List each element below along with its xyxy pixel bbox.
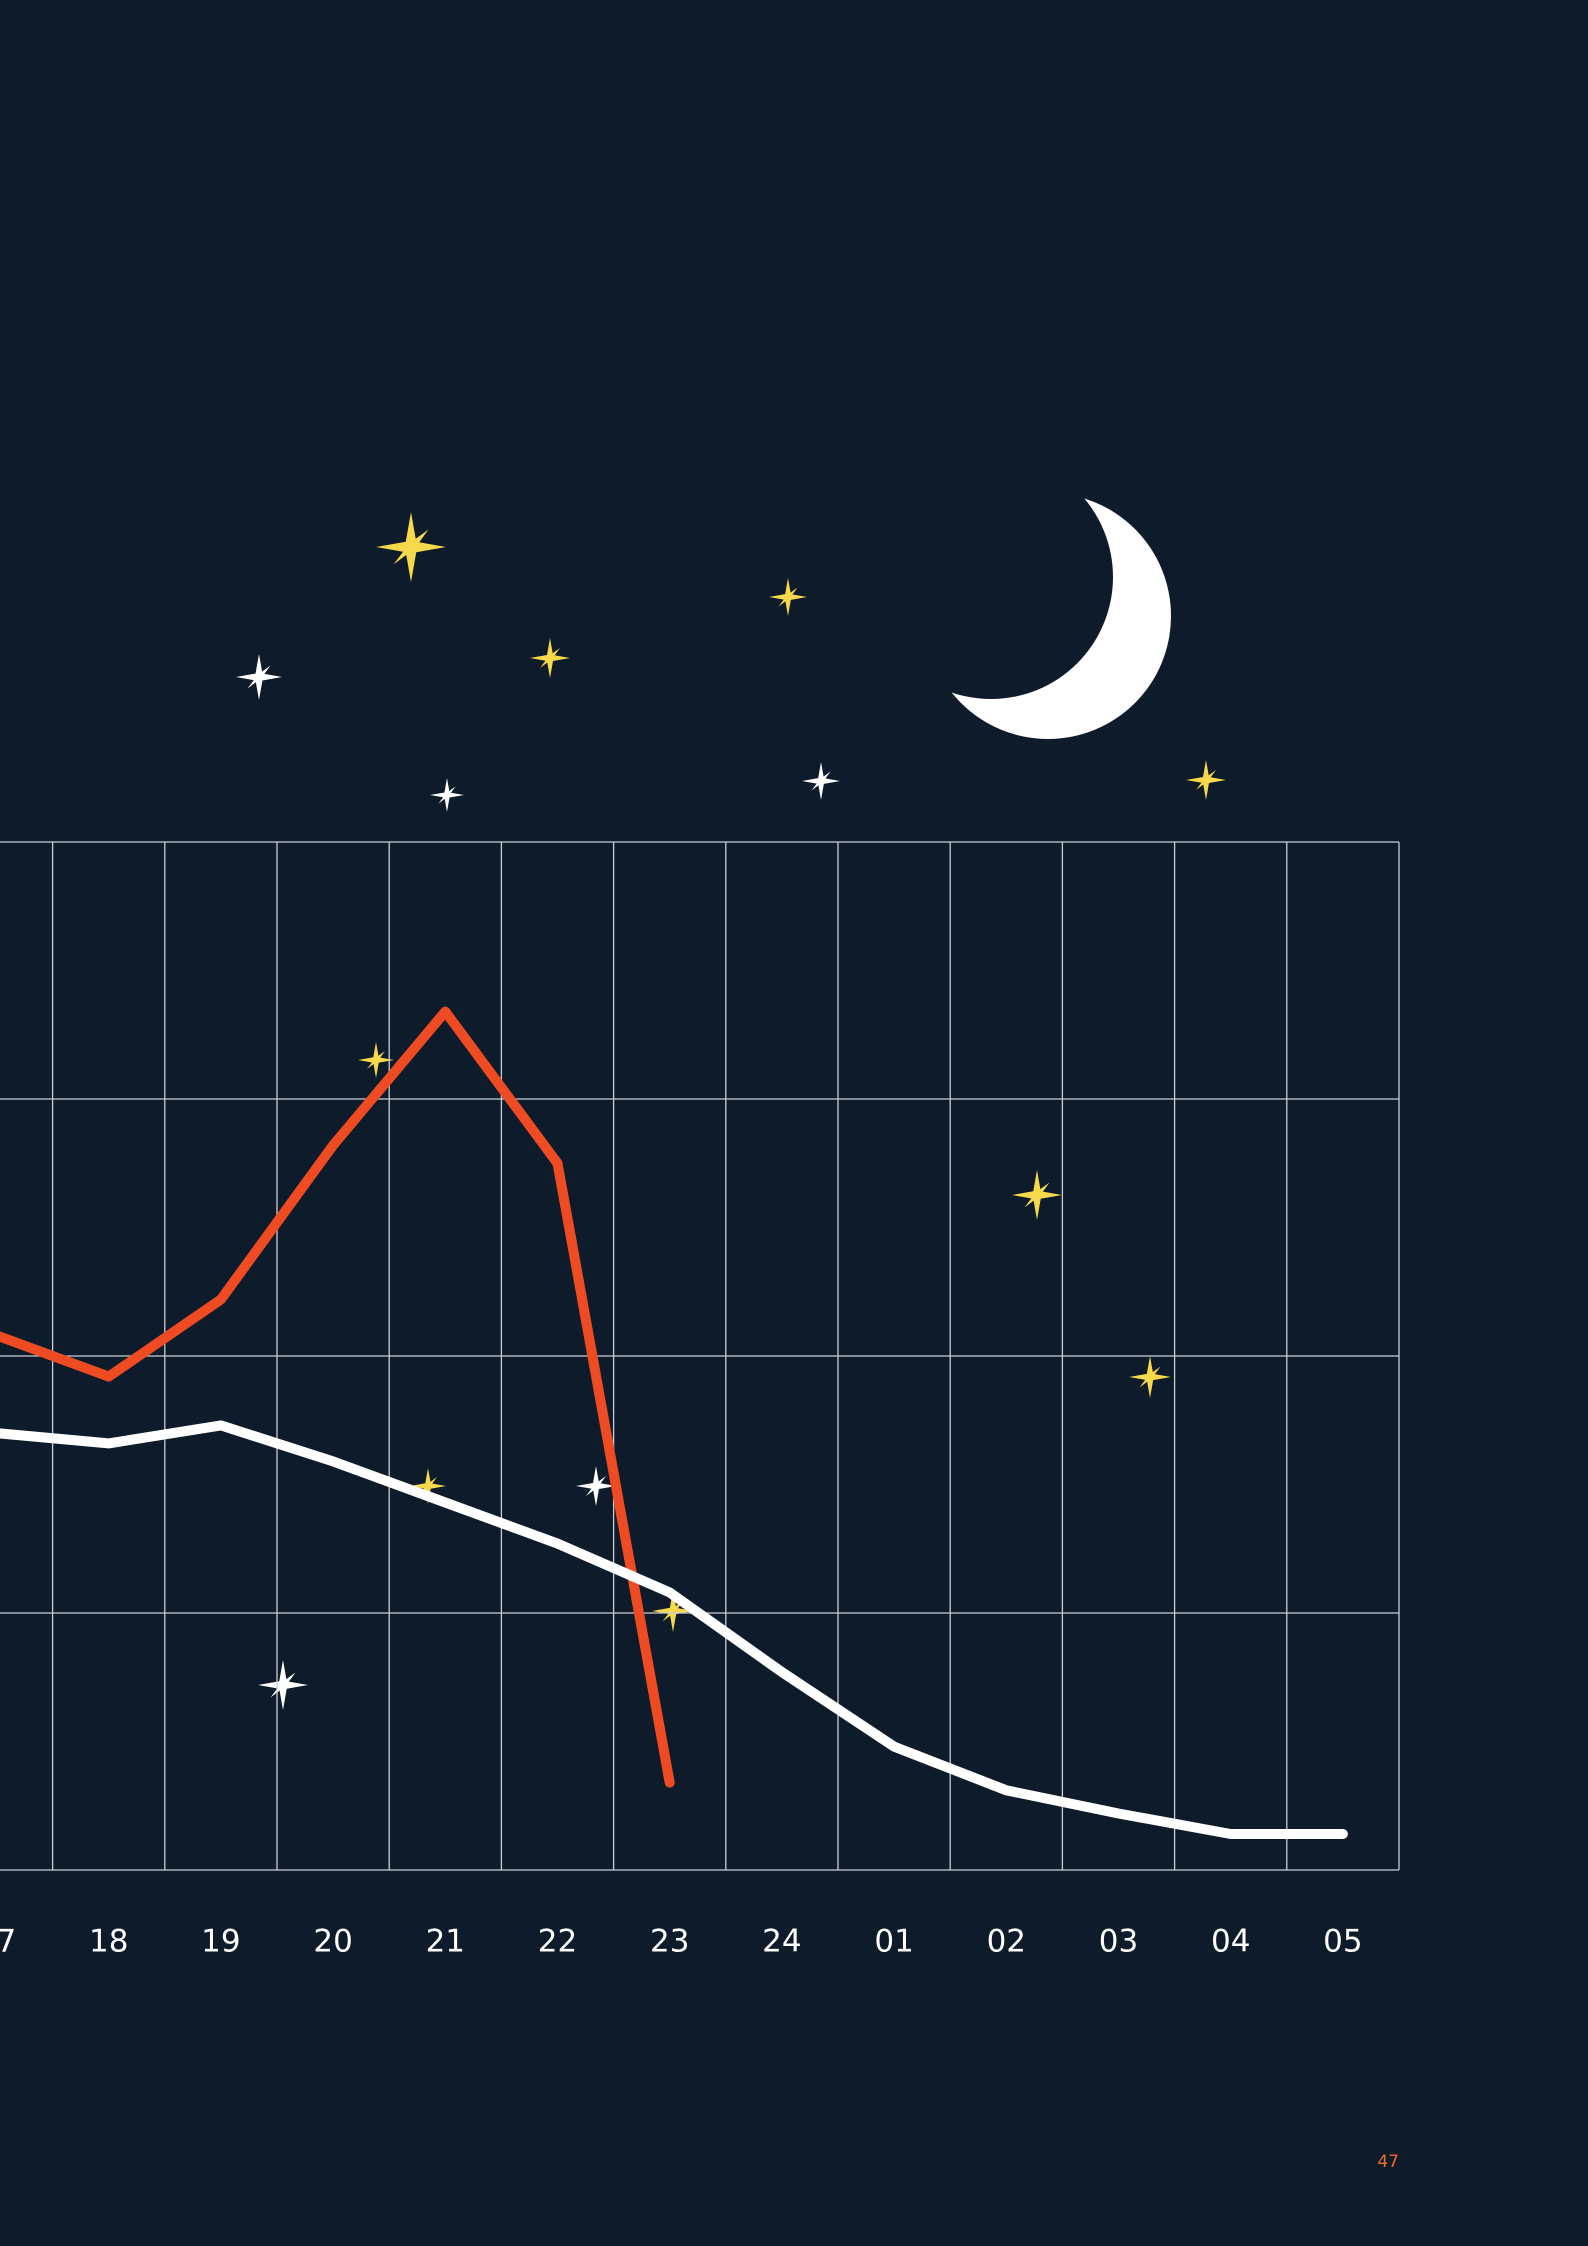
x-tick-label: 22 [538,1924,577,1960]
x-tick-label: 17 [0,1924,16,1960]
line [0,1420,1348,1839]
page-number: 47 [1377,2152,1399,2172]
x-tick-label: 18 [89,1924,128,1960]
x-tick-label: 24 [762,1924,801,1960]
x-tick-label: 20 [313,1924,352,1960]
lines [0,1006,1348,1839]
x-tick-label: 23 [650,1924,689,1960]
x-tick-label: 05 [1323,1924,1362,1960]
x-tick-label: 02 [987,1924,1026,1960]
x-tick-label: 01 [874,1924,913,1960]
line [0,1006,675,1788]
x-tick-label: 19 [201,1924,240,1960]
x-axis-labels: 17 18 19 20 21 22 23 24 01 02 03 04 05 [0,1924,1363,1960]
x-tick-label: 03 [1099,1924,1138,1960]
x-tick-label: 21 [426,1924,465,1960]
grid [0,841,1400,1871]
moon [925,493,1171,739]
x-tick-label: 04 [1211,1924,1250,1960]
